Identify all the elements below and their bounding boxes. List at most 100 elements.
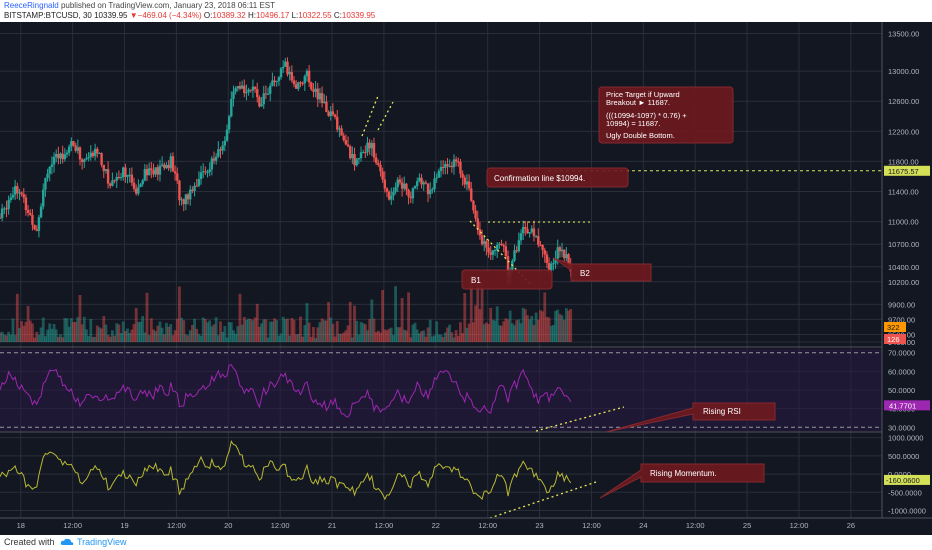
candle-body — [323, 101, 326, 103]
candle-body — [271, 80, 274, 86]
change-down-icon: ▼ — [129, 11, 138, 20]
volume-bar — [526, 315, 529, 342]
volume-bar — [197, 333, 201, 342]
candle-body — [428, 190, 432, 195]
candle-body — [152, 170, 155, 175]
volume-tag-orange: 322 — [884, 322, 906, 332]
symbol-line: BITSTAMP:BTCUSD, 30 10339.95 ▼−469.04 (−… — [4, 11, 375, 20]
open-value: 10389.32 — [212, 11, 246, 20]
time-tick-label: 12:00 — [167, 521, 186, 530]
volume-bar — [407, 292, 410, 342]
candle-body — [156, 167, 160, 175]
volume-bar — [417, 333, 421, 342]
candle-body — [253, 86, 257, 90]
volume-bar — [41, 317, 45, 342]
author-link[interactable]: ReeceRingnald — [4, 1, 59, 10]
candle-body — [128, 174, 131, 176]
volume-bar — [504, 318, 508, 342]
chart-canvas[interactable]: Price Target if Upward Breakout ► 11687.… — [0, 22, 932, 535]
volume-bar — [283, 319, 287, 342]
tradingview-logo[interactable]: TradingView — [60, 537, 127, 547]
annotation-rising-rsi[interactable]: Rising RSI — [605, 402, 776, 433]
candle-body — [266, 93, 270, 95]
volume-bar — [344, 330, 348, 342]
volume-bar — [372, 318, 376, 342]
annotation-b2[interactable]: B2 — [552, 257, 652, 282]
candle-body — [44, 178, 47, 190]
candle-body — [171, 156, 175, 172]
candle-body — [119, 177, 123, 179]
candle-body — [221, 145, 224, 151]
candle-body — [0, 208, 4, 218]
candle-body — [318, 93, 322, 100]
momentum-tick-label: -1000.0000 — [888, 507, 926, 516]
candle-body — [178, 180, 181, 201]
candle-body — [180, 199, 183, 201]
candle-body — [301, 82, 304, 84]
candle-body — [214, 156, 218, 161]
candle-body — [219, 149, 222, 151]
candle-body — [258, 97, 261, 107]
candle-body — [117, 176, 121, 178]
candle-body — [493, 250, 497, 252]
candle-body — [351, 154, 354, 159]
volume-bar — [0, 332, 2, 342]
candle-body — [333, 114, 337, 117]
candle-body — [61, 153, 64, 160]
volume-bar — [376, 330, 380, 342]
volume-bar — [35, 331, 39, 342]
volume-bar — [528, 319, 532, 342]
volume-bar — [39, 327, 43, 342]
volume-bar — [495, 306, 499, 342]
candle-body — [521, 227, 525, 234]
candle-body — [59, 153, 62, 159]
volume-bar — [227, 322, 231, 342]
volume-bar — [69, 318, 73, 342]
rsi-tick-label: 50.0000 — [888, 386, 915, 395]
candle-body — [565, 254, 568, 259]
annotation-rising-momentum[interactable]: Rising Momentum. — [599, 463, 765, 499]
volume-bar — [398, 327, 402, 342]
volume-bar — [290, 318, 294, 342]
annotation-price-target[interactable]: Price Target if Upward Breakout ► 11687.… — [598, 86, 734, 144]
volume-bar — [201, 317, 205, 342]
candle-body — [195, 185, 198, 187]
candle-body — [76, 147, 80, 151]
candle-body — [556, 247, 559, 259]
candle-body — [299, 82, 302, 84]
price-axis[interactable] — [882, 22, 932, 535]
candle-body — [307, 70, 311, 83]
volume-bar — [212, 324, 216, 342]
volume-bar — [433, 335, 436, 342]
candle-body — [139, 184, 142, 188]
candle-body — [93, 148, 97, 157]
candle-body — [346, 144, 350, 147]
candle-body — [130, 174, 134, 183]
candle-body — [236, 86, 239, 89]
volume-bar — [184, 334, 188, 342]
volume-bar — [91, 336, 95, 342]
candle-body — [547, 263, 551, 271]
candle-body — [450, 165, 454, 168]
volume-bar — [143, 332, 147, 342]
candle-body — [134, 188, 138, 194]
candle-body — [327, 112, 330, 116]
candle-body — [74, 145, 77, 151]
time-tick-label: 12:00 — [63, 521, 82, 530]
volume-bar — [245, 319, 248, 342]
candle-body — [143, 169, 147, 181]
annotation-b1[interactable]: B1 — [461, 269, 553, 290]
volume-bar — [558, 314, 562, 342]
candle-body — [472, 200, 475, 211]
candle-body — [545, 254, 549, 264]
price-tick-label: 10400.00 — [888, 263, 919, 272]
volume-bar — [52, 324, 56, 342]
annotation-confirmation[interactable]: Confirmation line $10994. — [486, 167, 629, 188]
chart-header: ReeceRingnald published on TradingView.c… — [0, 0, 932, 22]
volume-bar — [149, 318, 153, 342]
candle-body — [20, 192, 23, 195]
volume-bar — [165, 322, 168, 342]
low-value: 10322.55 — [298, 11, 332, 20]
candle-body — [361, 152, 365, 154]
candle-body — [286, 61, 289, 75]
